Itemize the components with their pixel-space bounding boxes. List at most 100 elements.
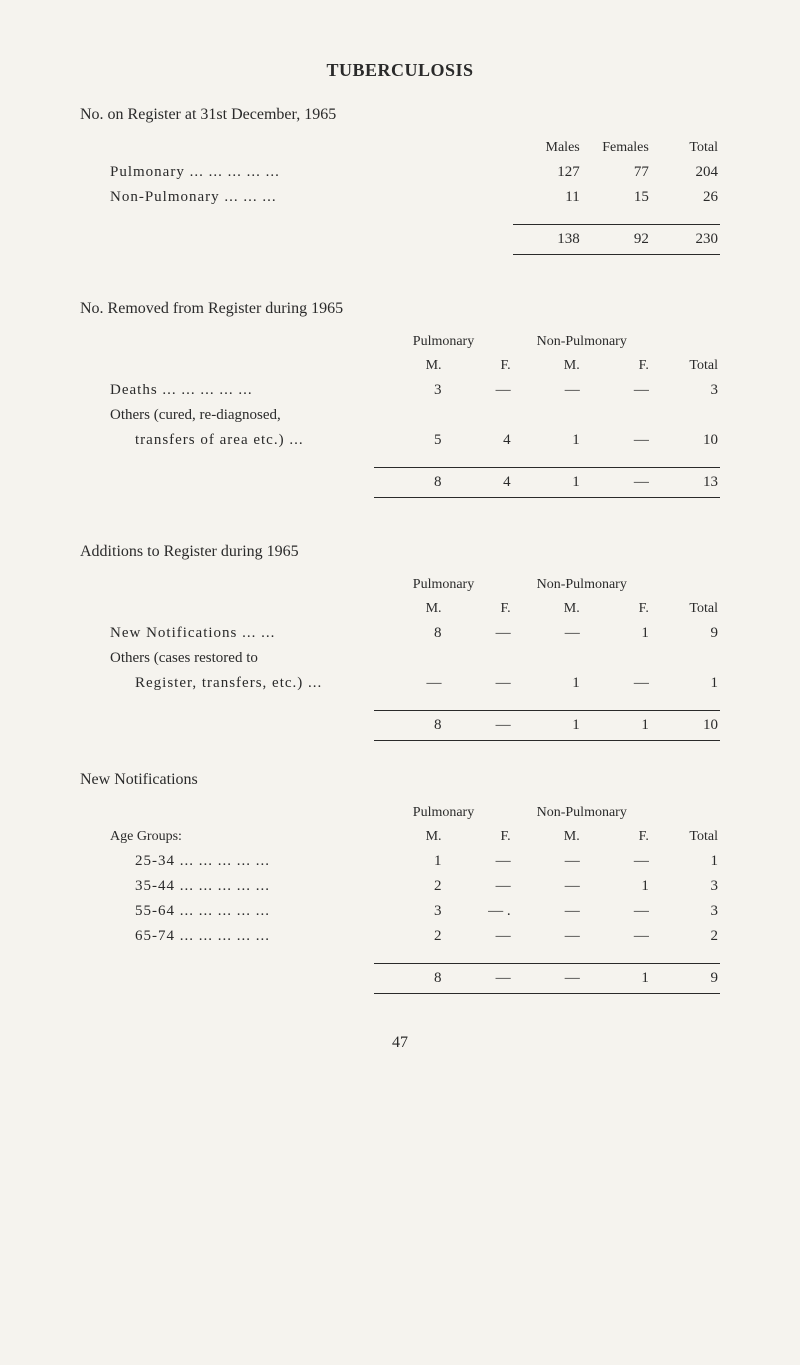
cell: — [582, 428, 651, 453]
total-cell: — [444, 964, 513, 994]
cell: 3 [651, 874, 720, 899]
section1-table: Males Females Total Pulmonary ... ... ..… [80, 136, 720, 255]
total-cell: 138 [513, 225, 582, 255]
table-row: Others (cured, re-diagnosed, [80, 403, 720, 428]
row-label: 25-34 ... ... ... ... ... [135, 853, 270, 869]
row-label: 65-74 ... ... ... ... ... [135, 928, 270, 944]
total-cell: 8 [374, 711, 443, 741]
table-row: Others (cases restored to [80, 646, 720, 671]
group-header: Pulmonary [374, 573, 512, 597]
table-row: 65-74 ... ... ... ... ... 2 — — — 2 [80, 924, 720, 949]
col-header: M. [374, 825, 443, 849]
cell: 10 [651, 428, 720, 453]
col-header: M. [374, 597, 443, 621]
table-row: 25-34 ... ... ... ... ... 1 — — — 1 [80, 849, 720, 874]
section3-header-row: M. F. M. F. Total [80, 597, 720, 621]
total-cell: 1 [582, 964, 651, 994]
col-header: M. [374, 354, 443, 378]
table-row: Register, transfers, etc.) ... — — 1 — 1 [80, 671, 720, 696]
table-row: New Notifications ... ... 8 — — 1 9 [80, 621, 720, 646]
cell: 127 [513, 160, 582, 185]
total-row: 8 4 1 — 13 [80, 468, 720, 498]
cell: 204 [651, 160, 720, 185]
total-cell: 230 [651, 225, 720, 255]
row-label: Non-Pulmonary ... ... ... [110, 189, 277, 205]
cell: 1 [374, 849, 443, 874]
group-header: Non-Pulmonary [513, 330, 651, 354]
section4-header-row: Age Groups: M. F. M. F. Total [80, 825, 720, 849]
cell: 3 [651, 378, 720, 403]
row-label: Register, transfers, etc.) ... [135, 675, 322, 691]
total-cell: 4 [444, 468, 513, 498]
cell: 2 [374, 924, 443, 949]
col-header: F. [444, 597, 513, 621]
col-header: M. [513, 825, 582, 849]
col-header: F. [444, 354, 513, 378]
cell: 5 [374, 428, 443, 453]
col-header: Males [513, 136, 582, 160]
cell: 8 [374, 621, 443, 646]
group-header-row: Pulmonary Non-Pulmonary [80, 573, 720, 597]
cell: 2 [651, 924, 720, 949]
col-header: M. [513, 354, 582, 378]
table-row: 55-64 ... ... ... ... ... 3 — . — — 3 [80, 899, 720, 924]
cell: 3 [651, 899, 720, 924]
cell: — [582, 671, 651, 696]
cell: 15 [582, 185, 651, 210]
cell: — . [444, 899, 513, 924]
col-header: M. [513, 597, 582, 621]
cell: 9 [651, 621, 720, 646]
group-header: Pulmonary [374, 330, 512, 354]
col-header: Total [651, 354, 720, 378]
row-label: 35-44 ... ... ... ... ... [135, 878, 270, 894]
table-row: 35-44 ... ... ... ... ... 2 — — 1 3 [80, 874, 720, 899]
cell: 1 [582, 874, 651, 899]
total-cell: — [582, 468, 651, 498]
cell: 1 [513, 671, 582, 696]
row-label: Pulmonary ... ... ... ... ... [110, 164, 280, 180]
cell: — [513, 874, 582, 899]
cell: — [582, 849, 651, 874]
section3-table: Pulmonary Non-Pulmonary M. F. M. F. Tota… [80, 573, 720, 741]
col-header: Total [651, 136, 720, 160]
cell: — [444, 378, 513, 403]
cell: — [444, 924, 513, 949]
cell: — [444, 874, 513, 899]
page-number: 47 [80, 1034, 720, 1052]
cell: 1 [651, 849, 720, 874]
section4-table: Pulmonary Non-Pulmonary Age Groups: M. F… [80, 801, 720, 994]
total-cell: 10 [651, 711, 720, 741]
col-header: F. [582, 597, 651, 621]
section4-heading: New Notifications [80, 771, 720, 789]
cell: 3 [374, 899, 443, 924]
section2-table: Pulmonary Non-Pulmonary M. F. M. F. Tota… [80, 330, 720, 498]
cell: 26 [651, 185, 720, 210]
cell: — [513, 899, 582, 924]
total-cell: 13 [651, 468, 720, 498]
col-header: Total [651, 597, 720, 621]
cell: — [444, 621, 513, 646]
age-groups-label: Age Groups: [80, 825, 374, 849]
cell: 77 [582, 160, 651, 185]
cell: 4 [444, 428, 513, 453]
col-header: F. [582, 354, 651, 378]
total-cell: — [513, 964, 582, 994]
cell: 3 [374, 378, 443, 403]
total-cell: 92 [582, 225, 651, 255]
row-label: transfers of area etc.) ... [135, 432, 304, 448]
cell: — [582, 899, 651, 924]
row-label: Others (cured, re-diagnosed, [110, 407, 281, 423]
cell: — [444, 849, 513, 874]
group-header: Non-Pulmonary [513, 801, 651, 825]
col-header: F. [444, 825, 513, 849]
row-label: New Notifications ... ... [110, 625, 275, 641]
table-row: transfers of area etc.) ... 5 4 1 — 10 [80, 428, 720, 453]
col-header: Females [582, 136, 651, 160]
cell: — [444, 671, 513, 696]
table-row: Deaths ... ... ... ... ... 3 — — — 3 [80, 378, 720, 403]
table-row: Pulmonary ... ... ... ... ... 127 77 204 [80, 160, 720, 185]
total-cell: — [444, 711, 513, 741]
section1-heading: No. on Register at 31st December, 1965 [80, 106, 720, 124]
cell: — [513, 621, 582, 646]
cell: 2 [374, 874, 443, 899]
